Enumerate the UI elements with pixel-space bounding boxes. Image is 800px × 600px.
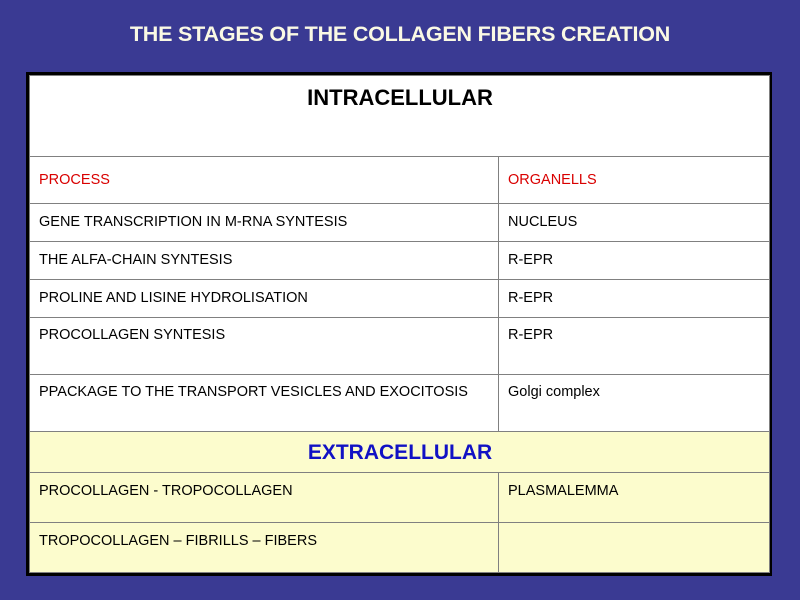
- cell-organells: R-EPR: [497, 241, 771, 280]
- cell-process: PPACKAGE TO THE TRANSPORT VESICLES AND E…: [29, 374, 499, 432]
- cell-process: PROLINE AND LISINE HYDROLISATION: [29, 279, 499, 318]
- cell-process: PROCOLLAGEN SYNTESIS: [29, 317, 499, 375]
- column-header-process: PROCESS: [29, 156, 499, 204]
- table-header-row: PROCESS ORGANELLS: [29, 156, 771, 204]
- cell-organells: Golgi complex: [497, 374, 771, 432]
- cell-process: TROPOCOLLAGEN – FIBRILLS – FIBERS: [29, 522, 499, 573]
- table-row: PROCOLLAGEN SYNTESIS R-EPR: [29, 317, 771, 375]
- cell-organells: PLASMALEMMA: [497, 472, 771, 523]
- table-row: GENE TRANSCRIPTION IN M-RNA SYNTESIS NUC…: [29, 203, 771, 242]
- cell-process: PROCOLLAGEN - TROPOCOLLAGEN: [29, 472, 499, 523]
- cell-organells: [497, 522, 771, 573]
- section-banner-extracellular: EXTRACELLULAR: [28, 431, 771, 473]
- cell-organells: R-EPR: [497, 279, 771, 318]
- table-row: PROLINE AND LISINE HYDROLISATION R-EPR: [29, 279, 771, 318]
- cell-organells: NUCLEUS: [497, 203, 771, 242]
- table-row: PPACKAGE TO THE TRANSPORT VESICLES AND E…: [29, 374, 771, 432]
- table-row: THE ALFA-CHAIN SYNTESIS R-EPR: [29, 241, 771, 280]
- table-row: TROPOCOLLAGEN – FIBRILLS – FIBERS: [29, 522, 771, 573]
- section-banner-extracellular-label: EXTRACELLULAR: [28, 431, 771, 473]
- page-title: THE STAGES OF THE COLLAGEN FIBERS CREATI…: [129, 22, 671, 46]
- column-header-organells: ORGANELLS: [497, 156, 771, 204]
- cell-process: THE ALFA-CHAIN SYNTESIS: [29, 241, 499, 280]
- stages-table-container: INTRACELLULAR PROCESS ORGANELLS GENE TRA…: [26, 72, 772, 576]
- table-row: PROCOLLAGEN - TROPOCOLLAGEN PLASMALEMMA: [29, 472, 771, 523]
- stages-table: INTRACELLULAR PROCESS ORGANELLS GENE TRA…: [28, 75, 771, 573]
- cell-process: GENE TRANSCRIPTION IN M-RNA SYNTESIS: [29, 203, 499, 242]
- section-banner-intracellular-label: INTRACELLULAR: [28, 75, 771, 157]
- section-banner-intracellular: INTRACELLULAR: [28, 75, 771, 157]
- cell-organells: R-EPR: [497, 317, 771, 375]
